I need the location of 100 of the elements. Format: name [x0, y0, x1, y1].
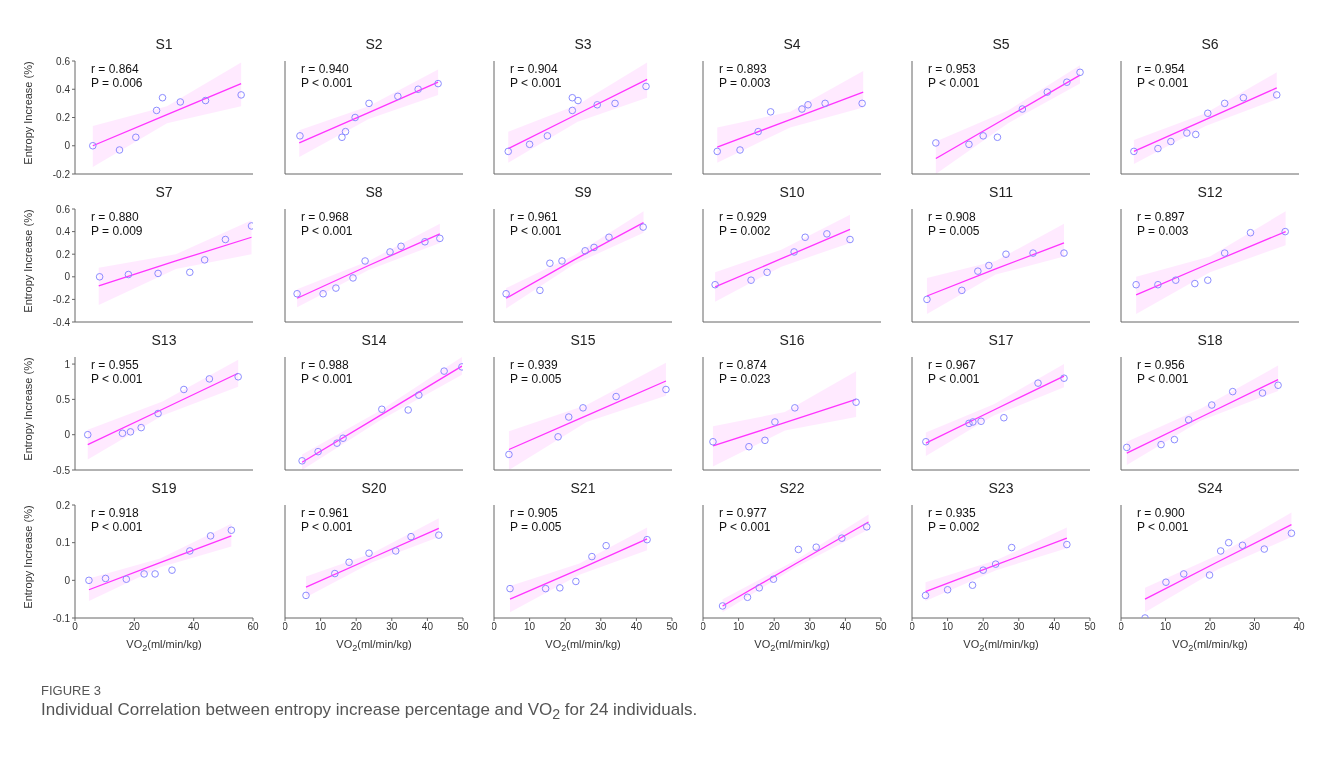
point [588, 552, 596, 561]
point [838, 534, 846, 542]
chart-title: S14 [360, 332, 388, 348]
x-tick-label: 10 [942, 621, 954, 633]
point [152, 106, 161, 115]
y-tick-label: 0.1 [56, 537, 71, 549]
point [115, 146, 124, 154]
chart-title: S1 [154, 36, 174, 52]
point [1076, 68, 1084, 77]
point [605, 233, 613, 242]
point [639, 223, 647, 231]
point [921, 591, 930, 600]
point [554, 433, 562, 441]
point [1060, 249, 1068, 257]
point [581, 247, 589, 255]
x-tick-label: 0 [491, 621, 498, 633]
x-axis-title: VO$_{2}$(ml/min/kg) [962, 638, 1040, 654]
point [338, 133, 346, 142]
point [506, 584, 514, 593]
point [852, 398, 860, 406]
annotation: r = 0.968 [301, 210, 349, 224]
point [1220, 249, 1229, 257]
annotation: r = 0.864 [91, 62, 139, 76]
chart-title: S23 [987, 480, 1015, 496]
annotation: P < 0.001 [91, 520, 143, 534]
chart-title: S12 [1196, 184, 1224, 200]
point [1154, 144, 1162, 153]
point [1220, 99, 1229, 108]
x-tick-label: 60 [247, 621, 259, 633]
annotation: r = 0.905 [510, 506, 558, 520]
point [979, 566, 987, 574]
point [579, 404, 587, 412]
point [602, 541, 610, 550]
point [1007, 543, 1016, 552]
point [790, 248, 798, 256]
point [974, 267, 982, 275]
y-tick-label: -0.4 [52, 316, 71, 328]
point [1203, 109, 1212, 118]
point [1228, 387, 1237, 396]
point [1191, 130, 1200, 139]
annotation: r = 0.961 [301, 506, 349, 520]
chart-title: S20 [360, 480, 388, 496]
annotation: P < 0.001 [301, 372, 353, 386]
point [378, 405, 386, 414]
y-tick-label: 0 [64, 271, 71, 283]
point [823, 230, 831, 238]
y-tick-label: 0.2 [56, 112, 71, 124]
x-tick-label: 10 [1159, 621, 1172, 633]
point [205, 375, 214, 383]
point [923, 295, 931, 304]
point [339, 434, 347, 443]
point [1167, 137, 1175, 146]
point [794, 545, 803, 554]
x-tick-label: 50 [457, 621, 469, 633]
point [1063, 78, 1071, 86]
point [85, 576, 93, 585]
x-tick-label: 40 [421, 621, 434, 633]
y-axis-title: Entropy Increase (%) [22, 357, 35, 461]
point [319, 289, 327, 298]
x-axis-title: VO$_{2}$(ml/min/kg) [753, 638, 831, 654]
point [83, 430, 92, 439]
point [1246, 228, 1255, 237]
chart-title: S15 [569, 332, 597, 348]
point [132, 133, 140, 142]
point [979, 132, 987, 140]
annotation: r = 0.953 [928, 62, 976, 76]
point [718, 602, 727, 610]
y-tick-label: 0 [64, 429, 71, 441]
point [333, 439, 341, 447]
point [221, 235, 230, 244]
point [968, 581, 977, 590]
x-tick-label: 0 [282, 621, 289, 633]
point [755, 584, 764, 592]
point [1043, 88, 1052, 96]
annotation: P = 0.003 [719, 76, 771, 90]
point [1157, 440, 1165, 449]
y-tick-label: -0.5 [52, 464, 71, 476]
point [821, 99, 829, 108]
annotation: P < 0.001 [91, 372, 143, 386]
point [415, 391, 423, 399]
point [1154, 280, 1162, 289]
chart-title: S4 [782, 36, 802, 52]
chart-title: S13 [150, 332, 178, 348]
x-tick-label: 40 [188, 621, 200, 633]
point [1002, 250, 1010, 258]
point [593, 100, 602, 109]
point [754, 127, 762, 136]
point [1122, 443, 1131, 452]
chart-title: S9 [573, 184, 593, 200]
x-tick-label: 20 [977, 621, 990, 633]
x-tick-label: 40 [630, 621, 643, 633]
x-axis-title: VO$_{2}$(ml/min/kg) [125, 638, 203, 654]
point [1258, 389, 1267, 397]
point [293, 289, 301, 298]
x-tick-label: 20 [128, 621, 141, 633]
x-tick-label: 30 [595, 621, 607, 633]
point [541, 584, 550, 593]
point [612, 392, 620, 401]
annotation: r = 0.918 [91, 506, 139, 520]
annotation: P < 0.001 [301, 76, 353, 90]
